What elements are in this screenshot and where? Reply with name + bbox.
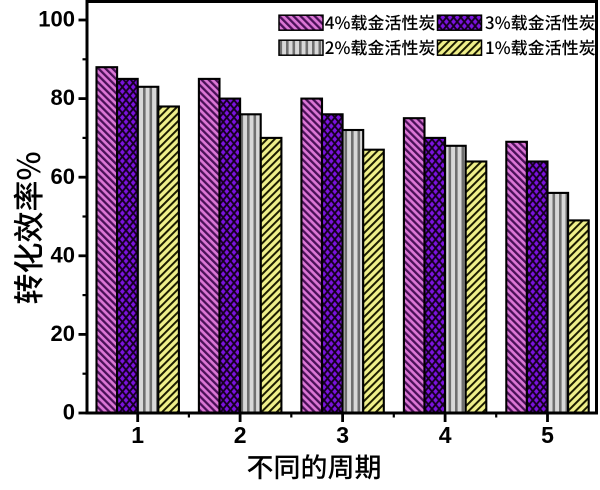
svg-text:4: 4 — [439, 422, 452, 448]
svg-text:100: 100 — [38, 7, 75, 32]
svg-text:5: 5 — [541, 422, 554, 448]
svg-text:40: 40 — [51, 242, 75, 267]
svg-text:20: 20 — [51, 321, 75, 346]
svg-text:3: 3 — [336, 422, 349, 448]
svg-text:80: 80 — [51, 85, 75, 110]
svg-text:1: 1 — [131, 422, 144, 448]
svg-text:0: 0 — [63, 400, 75, 425]
svg-text:2: 2 — [234, 422, 247, 448]
svg-text:60: 60 — [51, 164, 75, 189]
